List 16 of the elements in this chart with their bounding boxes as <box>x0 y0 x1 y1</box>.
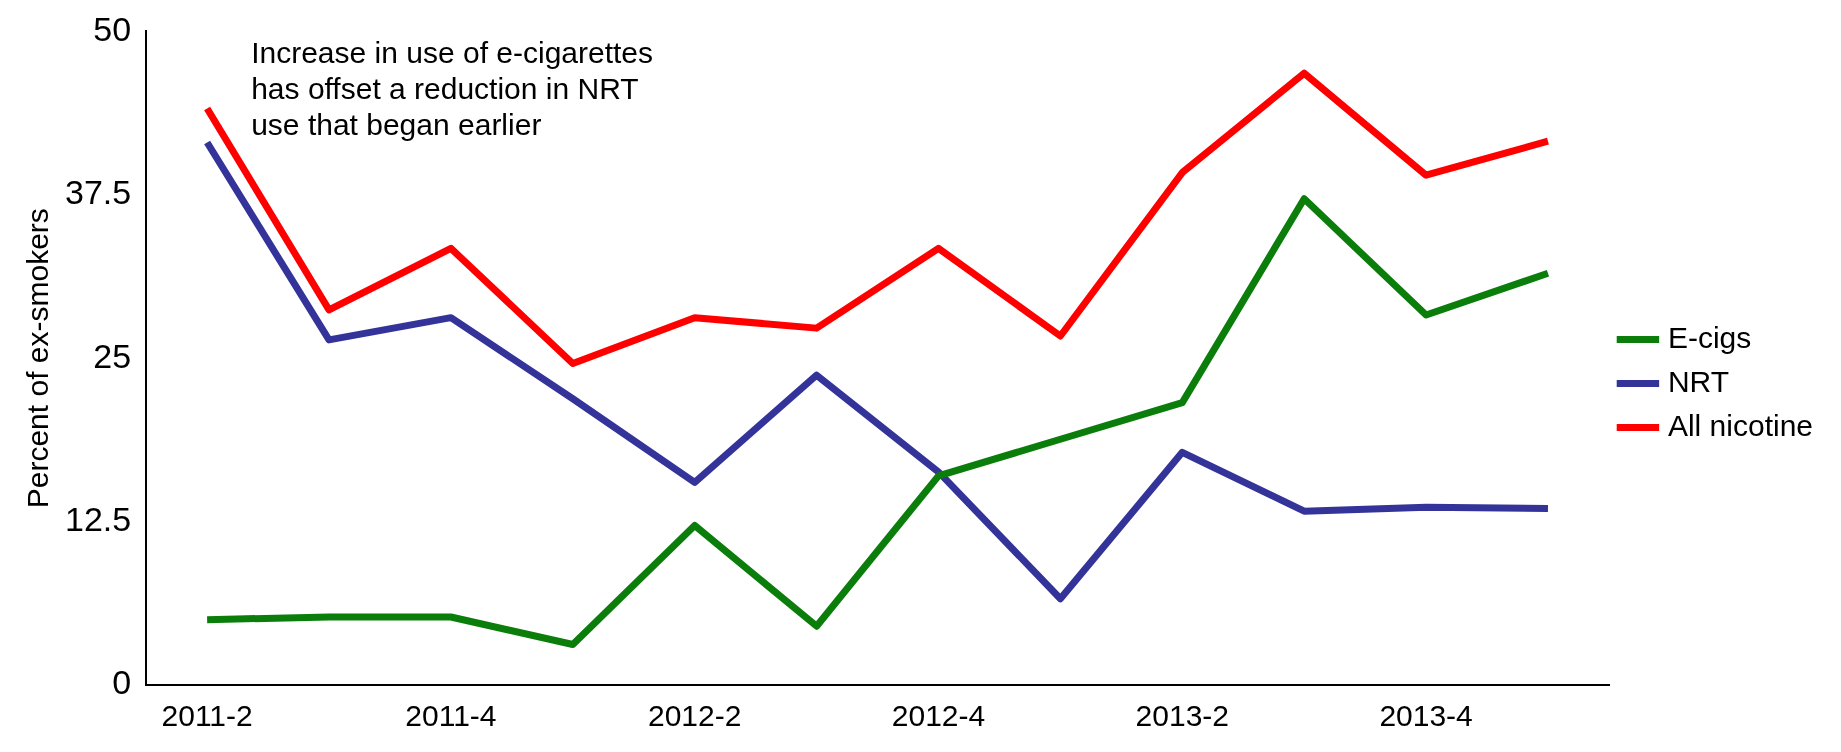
y-tick-label: 25 <box>93 336 132 375</box>
y-tick-label: 37.5 <box>64 173 132 212</box>
legend-label: NRT <box>1667 364 1730 398</box>
x-tick-label: 2013-2 <box>1135 699 1229 733</box>
y-tick-label: 50 <box>93 9 132 48</box>
y-axis-title: Percent of ex-smokers <box>21 208 55 509</box>
y-tick-label: 0 <box>112 663 132 702</box>
x-tick-label: 2011-2 <box>161 699 253 733</box>
legend-label: All nicotine <box>1667 408 1813 442</box>
legend-label: E-cigs <box>1667 320 1752 354</box>
x-tick-label: 2012-2 <box>647 699 742 733</box>
x-tick-label: 2013-4 <box>1379 699 1473 733</box>
y-tick-label: 12.5 <box>64 499 132 538</box>
x-tick-label: 2012-4 <box>891 699 986 733</box>
x-tick-label: 2011-4 <box>405 699 497 733</box>
annotation: Increase in use of e-cigarettes has offset a reduction in NRT use that began earlier <box>251 35 654 141</box>
